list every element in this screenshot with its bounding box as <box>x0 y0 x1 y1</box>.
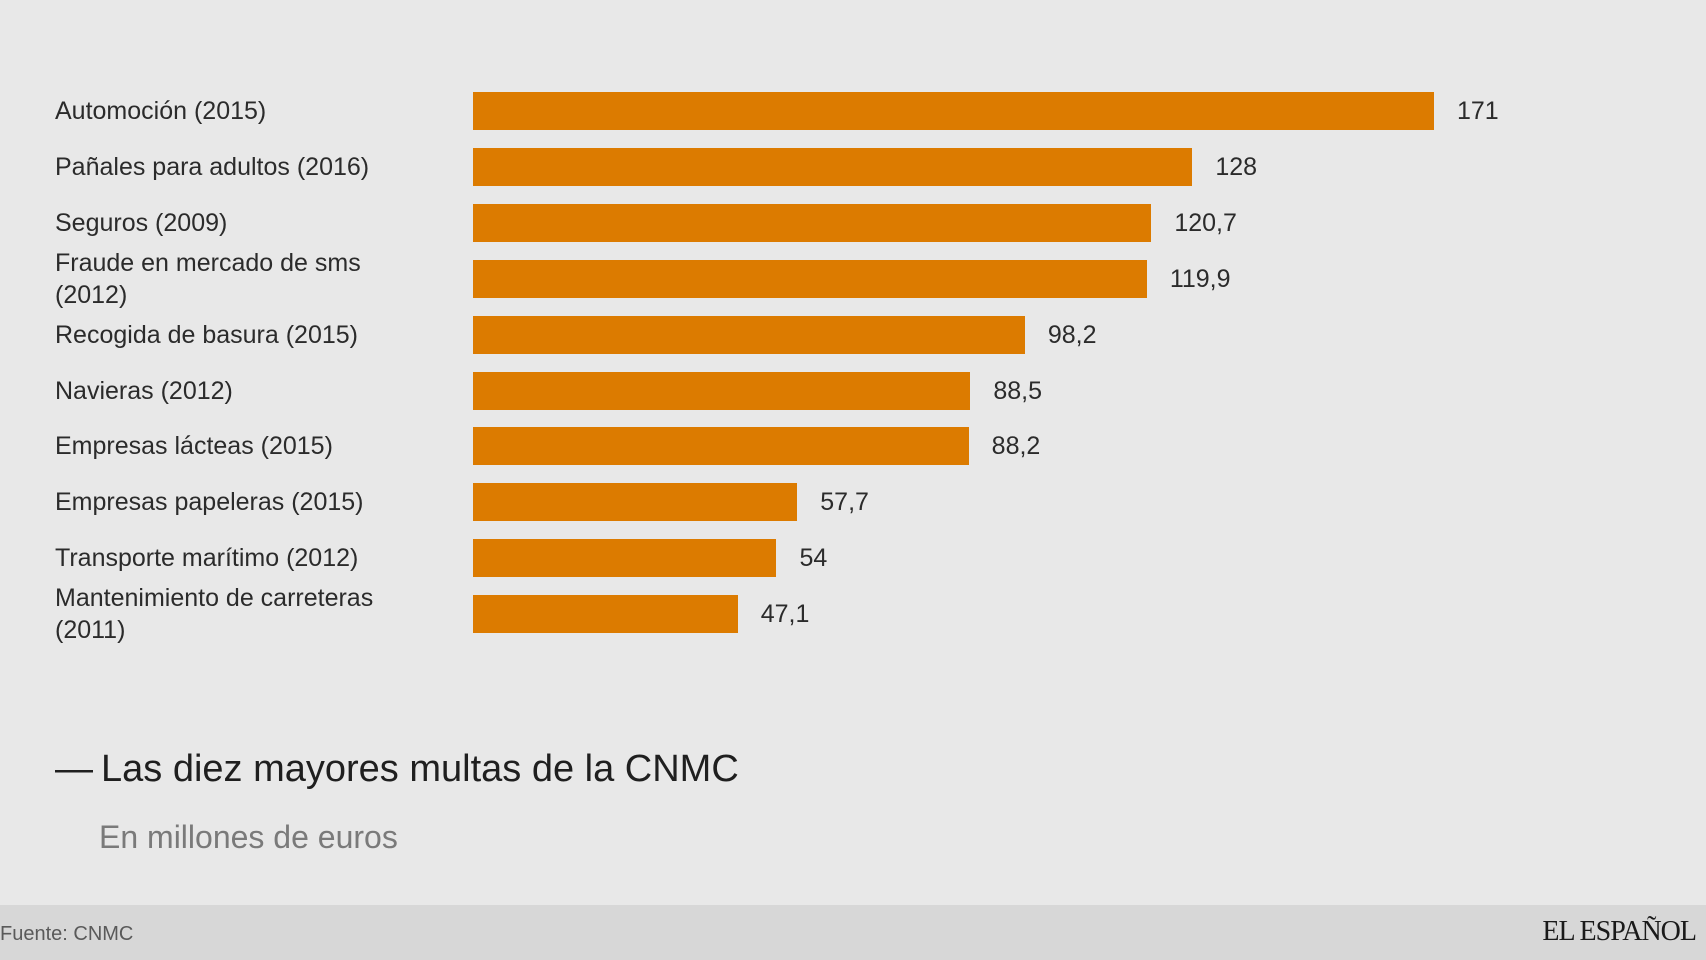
category-label: Seguros (2009) <box>55 208 228 237</box>
category-label: Navieras (2012) <box>55 376 233 405</box>
category-label: Transporte marítimo (2012) <box>55 544 359 573</box>
category-label: Fraude en mercado de sms (2012) <box>55 248 361 309</box>
category-label: Mantenimiento de carreteras (2011) <box>55 584 374 645</box>
value-label: 54 <box>799 544 828 573</box>
value-label: 98,2 <box>1047 320 1097 349</box>
category-label: Pañales para adultos (2016) <box>55 152 370 181</box>
category-label: Recogida de basura (2015) <box>55 320 358 349</box>
category-label: Empresas papeleras (2015) <box>55 488 364 517</box>
value-label: 128 <box>1215 152 1258 181</box>
source-note: Fuente: CNMC <box>0 923 134 945</box>
bar <box>473 203 1152 242</box>
chart-subtitle: En millones de euros <box>99 819 398 855</box>
category-label: Empresas lácteas (2015) <box>55 432 333 461</box>
footer-bar: Fuente: CNMC EL ESPAÑOL <box>0 905 1706 960</box>
bar <box>473 427 969 466</box>
chart-title: — Las diez mayores multas de la CNMC <box>55 746 739 792</box>
value-label: 88,5 <box>993 376 1043 405</box>
bar <box>473 315 1025 354</box>
bar <box>473 92 1434 130</box>
bar <box>473 371 971 410</box>
value-label: 88,2 <box>991 432 1041 461</box>
title-dash: — <box>55 748 93 790</box>
publisher-logo: EL ESPAÑOL <box>1542 916 1697 947</box>
value-label: 171 <box>1457 97 1499 125</box>
bar <box>473 595 738 634</box>
value-label: 120,7 <box>1174 208 1237 237</box>
value-label: 47,1 <box>760 600 810 629</box>
value-label: 119,9 <box>1169 264 1231 293</box>
title-text: Las diez mayores multas de la CNMC <box>101 748 739 790</box>
bar <box>473 539 777 578</box>
bar <box>473 483 798 522</box>
bar <box>473 259 1147 298</box>
value-label: 57,7 <box>820 488 869 517</box>
bar <box>473 147 1193 186</box>
category-label: Automoción (2015) <box>55 97 267 125</box>
